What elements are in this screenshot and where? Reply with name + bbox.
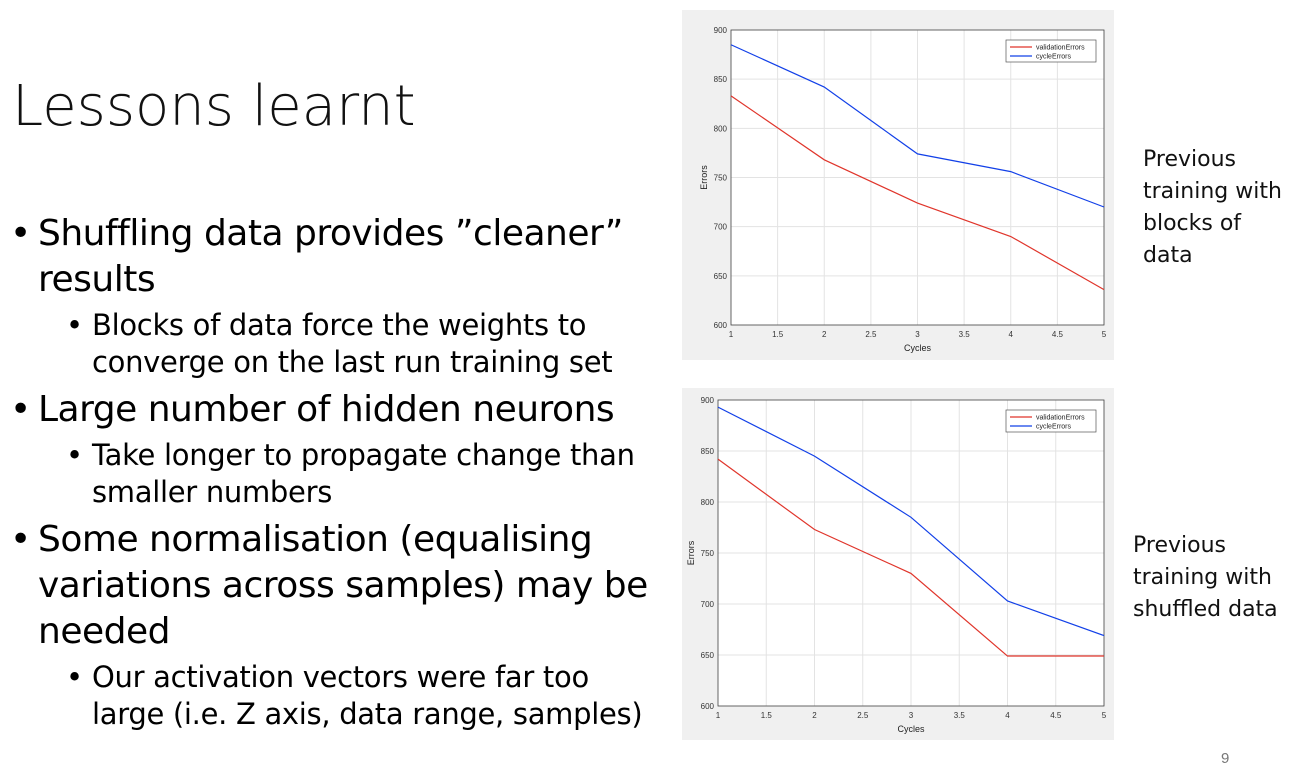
y-tick-label: 650 (701, 651, 715, 660)
x-tick-label: 1.5 (772, 330, 784, 339)
y-tick-label: 800 (701, 498, 715, 507)
x-tick-label: 1 (716, 711, 721, 720)
y-tick-label: 700 (701, 600, 715, 609)
y-tick-label: 800 (714, 124, 728, 133)
legend-label: cycleErrors (1036, 54, 1072, 61)
y-tick-label: 900 (701, 396, 715, 405)
x-tick-label: 3 (909, 711, 914, 720)
y-tick-label: 850 (701, 447, 715, 456)
x-tick-label: 3 (915, 330, 920, 339)
x-tick-label: 4.5 (1050, 711, 1062, 720)
y-tick-label: 750 (701, 549, 715, 558)
bullet-3: Some normalisation (equalising variation… (10, 517, 660, 655)
x-axis-label: Cycles (904, 343, 932, 353)
x-tick-label: 2.5 (857, 711, 869, 720)
plot-frame (717, 399, 1105, 707)
x-tick-label: 4 (1009, 330, 1014, 339)
y-tick-label: 600 (701, 702, 715, 711)
y-axis-label: Errors (699, 165, 709, 190)
x-axis-label: Cycles (897, 724, 925, 734)
legend-label: validationErrors (1036, 415, 1085, 422)
y-tick-label: 750 (714, 174, 728, 183)
x-tick-label: 1 (729, 330, 734, 339)
legend-label: validationErrors (1036, 45, 1085, 52)
y-tick-label: 600 (714, 321, 728, 330)
x-tick-label: 5 (1102, 330, 1107, 339)
plot-frame (730, 29, 1105, 326)
x-tick-label: 4.5 (1052, 330, 1064, 339)
y-tick-label: 850 (714, 75, 728, 84)
chart-svg-bottom: 1 1.5 2 2.5 3 3.5 4 4.5 5 600 650 700 750 800 850 900 Cy… (686, 396, 1107, 734)
page-number: 9 (1221, 750, 1230, 767)
x-tick-label: 3.5 (954, 711, 966, 720)
legend-label: cycleErrors (1036, 424, 1072, 431)
x-tick-label: 2.5 (865, 330, 877, 339)
bullet-2: Large number of hidden neurons (10, 387, 660, 433)
x-tick-label: 1.5 (761, 711, 773, 720)
y-tick-label: 700 (714, 223, 728, 232)
chart-svg-top: 1 1.5 2 2.5 3 3.5 4 4.5 5 600 650 700 750 800 850 900 Cy… (699, 26, 1107, 353)
y-tick-label: 900 (714, 26, 728, 35)
x-tick-label: 2 (812, 711, 817, 720)
bullet-list: Shuffling data provides ”cleaner” result… (10, 205, 660, 739)
bullet-1: Shuffling data provides ”cleaner” result… (10, 211, 660, 303)
slide-title: Lessons learnt (12, 74, 416, 139)
x-tick-label: 4 (1005, 711, 1010, 720)
bullet-3-sub-1: Our activation vectors were far too larg… (66, 659, 660, 733)
chart-blocks-of-data: 1 1.5 2 2.5 3 3.5 4 4.5 5 600 650 700 750 800 850 900 Cy… (682, 10, 1114, 360)
x-tick-label: 2 (822, 330, 827, 339)
bullet-2-sub-1: Take longer to propagate change than sma… (66, 437, 660, 511)
y-axis-label: Errors (686, 540, 696, 565)
chart-shuffled-data: 1 1.5 2 2.5 3 3.5 4 4.5 5 600 650 700 750 800 850 900 Cy… (682, 388, 1114, 740)
caption-bottom: Previous training with shuffled data (1133, 533, 1278, 622)
x-tick-label: 5 (1102, 711, 1107, 720)
x-tick-label: 3.5 (959, 330, 971, 339)
caption-top: Previous training with blocks of data (1143, 147, 1282, 268)
bullet-1-sub-1: Blocks of data force the weights to conv… (66, 307, 660, 381)
y-tick-label: 650 (714, 272, 728, 281)
